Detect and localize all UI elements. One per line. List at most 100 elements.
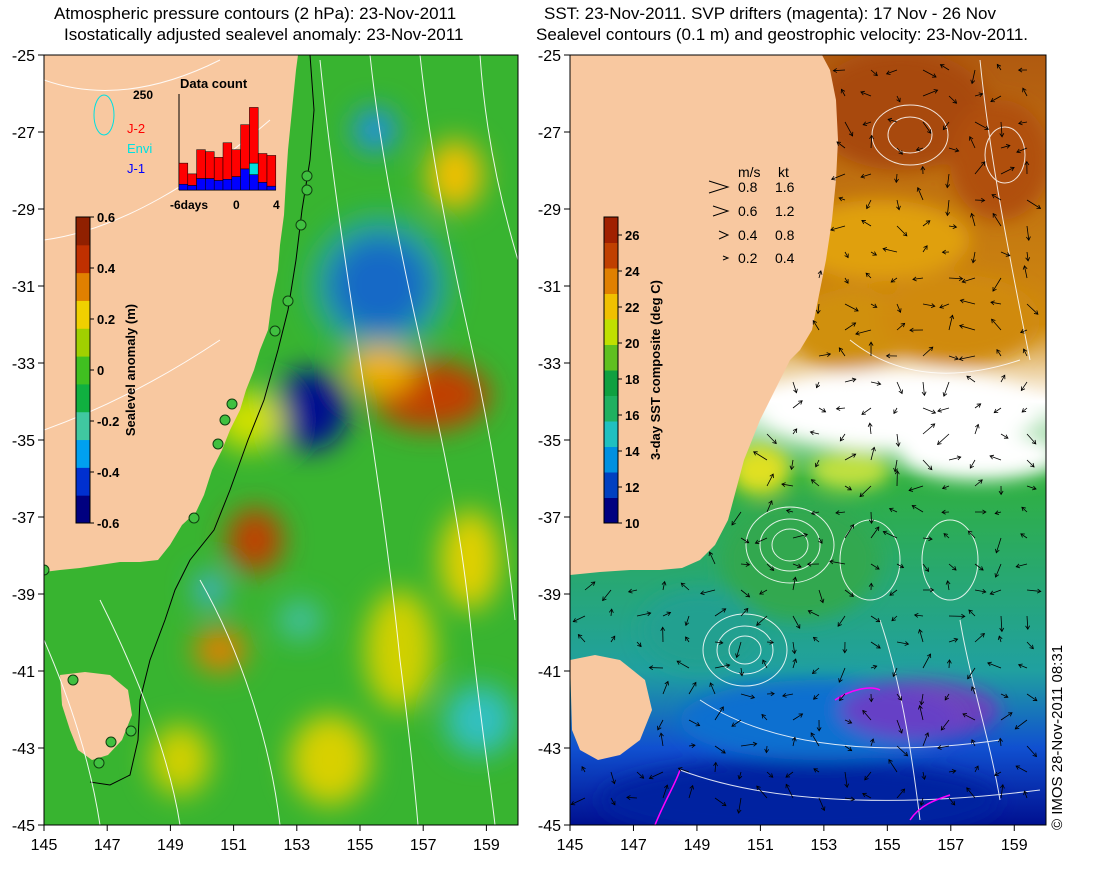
velocity-arrow xyxy=(922,771,925,780)
velocity-arrow xyxy=(870,381,881,385)
velocity-arrow xyxy=(792,428,798,435)
velocity-arrowhead xyxy=(872,303,878,308)
velocity-arrow xyxy=(818,407,826,413)
velocity-arrowhead xyxy=(931,409,937,415)
velocity-arrow xyxy=(948,225,957,228)
velocity-arrow xyxy=(578,634,586,643)
velocity-arrowhead xyxy=(876,644,881,649)
velocity-legend-row-4: 0.2 0.4 xyxy=(722,250,795,266)
velocity-arrow xyxy=(974,563,984,571)
velocity-arrowhead xyxy=(759,590,764,595)
velocity-arrowhead xyxy=(937,745,942,750)
velocity-arrowhead xyxy=(818,539,823,544)
velocity-arrow xyxy=(922,407,936,414)
velocity-arrow xyxy=(922,381,925,396)
velocity-arrow xyxy=(731,719,742,727)
velocity-arrowhead xyxy=(979,566,984,571)
velocity-arrow xyxy=(1026,459,1035,468)
velocity-arrow xyxy=(869,423,872,435)
velocity-arrowhead xyxy=(718,640,724,645)
velocity-legend-ms-header: m/s xyxy=(738,164,761,180)
envi-track-icon xyxy=(93,94,115,136)
velocity-arrow xyxy=(839,693,846,701)
velocity-arrow xyxy=(922,245,928,253)
velocity-arrow xyxy=(922,537,933,540)
velocity-arrow xyxy=(1000,784,1004,799)
velocity-arrow xyxy=(1023,791,1028,799)
velocity-arrowhead xyxy=(928,536,933,542)
velocity-arrow xyxy=(662,784,668,799)
velocity-arrow xyxy=(714,641,723,644)
velocity-arrowhead xyxy=(969,464,975,469)
velocity-arrow xyxy=(813,637,820,643)
velocity-arrowhead xyxy=(819,598,825,604)
velocity-arrow xyxy=(714,608,726,617)
left-axis-ytick-label: -41 xyxy=(12,664,35,681)
velocity-arrow xyxy=(896,147,903,155)
velocity-arrow xyxy=(844,453,856,461)
right-map-axes: 145 147 149 151 153 155 157 159 -25 -27 -29 -31 -33 -… xyxy=(538,48,1028,854)
velocity-arrowhead xyxy=(810,479,816,484)
velocity-legend: m/s kt 0.8 1.6 0.6 1.2 0.4 0.8 0.2 0.4 xyxy=(708,164,795,266)
velocity-arrow xyxy=(959,325,976,331)
velocity-arrow xyxy=(896,693,902,701)
velocity-arrowhead xyxy=(814,462,820,468)
right-axis-xtick-label: 147 xyxy=(620,837,647,854)
velocity-arrowhead xyxy=(998,490,1004,496)
velocity-arrowhead xyxy=(731,520,736,526)
velocity-arrow xyxy=(1023,348,1028,357)
velocity-arrowhead xyxy=(866,204,871,210)
velocity-arrow xyxy=(919,705,924,721)
velocity-arrow xyxy=(916,147,924,151)
velocity-arrow xyxy=(738,771,742,780)
velocity-arrowhead xyxy=(1020,386,1026,392)
left-axis-xtick-label: 151 xyxy=(220,837,247,854)
inset-bar-j1 xyxy=(222,178,233,191)
velocity-arrowhead xyxy=(939,304,944,309)
velocity-arrowhead xyxy=(862,121,868,126)
velocity-arrowhead xyxy=(811,669,817,674)
velocity-arrow xyxy=(573,615,586,622)
left-colorbar-color-step xyxy=(76,439,90,468)
velocity-arrow xyxy=(756,785,768,799)
velocity-arrow xyxy=(996,349,1002,357)
velocity-arrowhead xyxy=(602,596,607,602)
velocity-arrowhead xyxy=(876,381,882,386)
velocity-arrow xyxy=(962,713,976,721)
velocity-arrowhead xyxy=(995,548,1000,554)
velocity-arrow xyxy=(896,433,899,447)
velocity-arrowhead xyxy=(770,691,775,697)
velocity-arrowhead xyxy=(639,774,645,779)
velocity-arrowhead xyxy=(909,327,914,333)
velocity-arrowhead xyxy=(953,637,959,643)
velocity-arrow xyxy=(1020,533,1028,539)
velocity-arrow xyxy=(685,615,690,626)
right-colorbar-color-step xyxy=(604,293,618,320)
velocity-arrowhead xyxy=(908,487,914,492)
velocity-arrowhead xyxy=(785,508,791,514)
velocity-arrowhead xyxy=(798,713,804,718)
velocity-arrow xyxy=(636,771,644,779)
left-axis-ytick-label: -35 xyxy=(12,433,35,450)
velocity-arrow xyxy=(811,511,820,515)
velocity-arrow xyxy=(948,659,950,669)
velocity-arrowhead xyxy=(830,175,836,181)
velocity-arrow xyxy=(584,581,596,591)
velocity-arrow xyxy=(861,407,872,415)
right-colorbar-label: 3-day SST composite (deg C) xyxy=(648,280,663,460)
velocity-arrowhead xyxy=(992,212,997,218)
velocity-arrowhead xyxy=(967,530,973,535)
right-colorbar-tick-label: 24 xyxy=(625,264,640,279)
velocity-arrow xyxy=(1026,693,1038,702)
velocity-arrowhead xyxy=(648,774,654,780)
inset-bar-j1 xyxy=(187,185,197,191)
velocity-arrow xyxy=(1026,589,1041,592)
velocity-arrowhead xyxy=(657,725,662,731)
velocity-arrowhead xyxy=(930,303,936,308)
right-colorbar-tick-label: 14 xyxy=(625,444,640,459)
velocity-arrow xyxy=(896,95,901,102)
velocity-arrowhead xyxy=(611,779,616,785)
velocity-arrow xyxy=(995,511,1002,514)
velocity-arrowhead xyxy=(725,663,731,669)
inset-bar-j1 xyxy=(231,176,241,191)
